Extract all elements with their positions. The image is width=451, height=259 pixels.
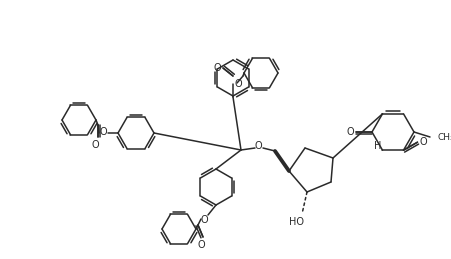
Text: O: O xyxy=(213,63,221,73)
Text: O: O xyxy=(345,127,353,137)
Text: O: O xyxy=(99,127,106,137)
Text: O: O xyxy=(234,79,241,89)
Text: O: O xyxy=(200,215,207,225)
Text: O: O xyxy=(419,137,426,147)
Text: CH₃: CH₃ xyxy=(437,133,451,141)
Text: O: O xyxy=(197,240,204,250)
Text: H: H xyxy=(373,141,380,151)
Text: O: O xyxy=(253,141,261,151)
Text: HO: HO xyxy=(289,217,304,227)
Text: O: O xyxy=(91,140,99,150)
